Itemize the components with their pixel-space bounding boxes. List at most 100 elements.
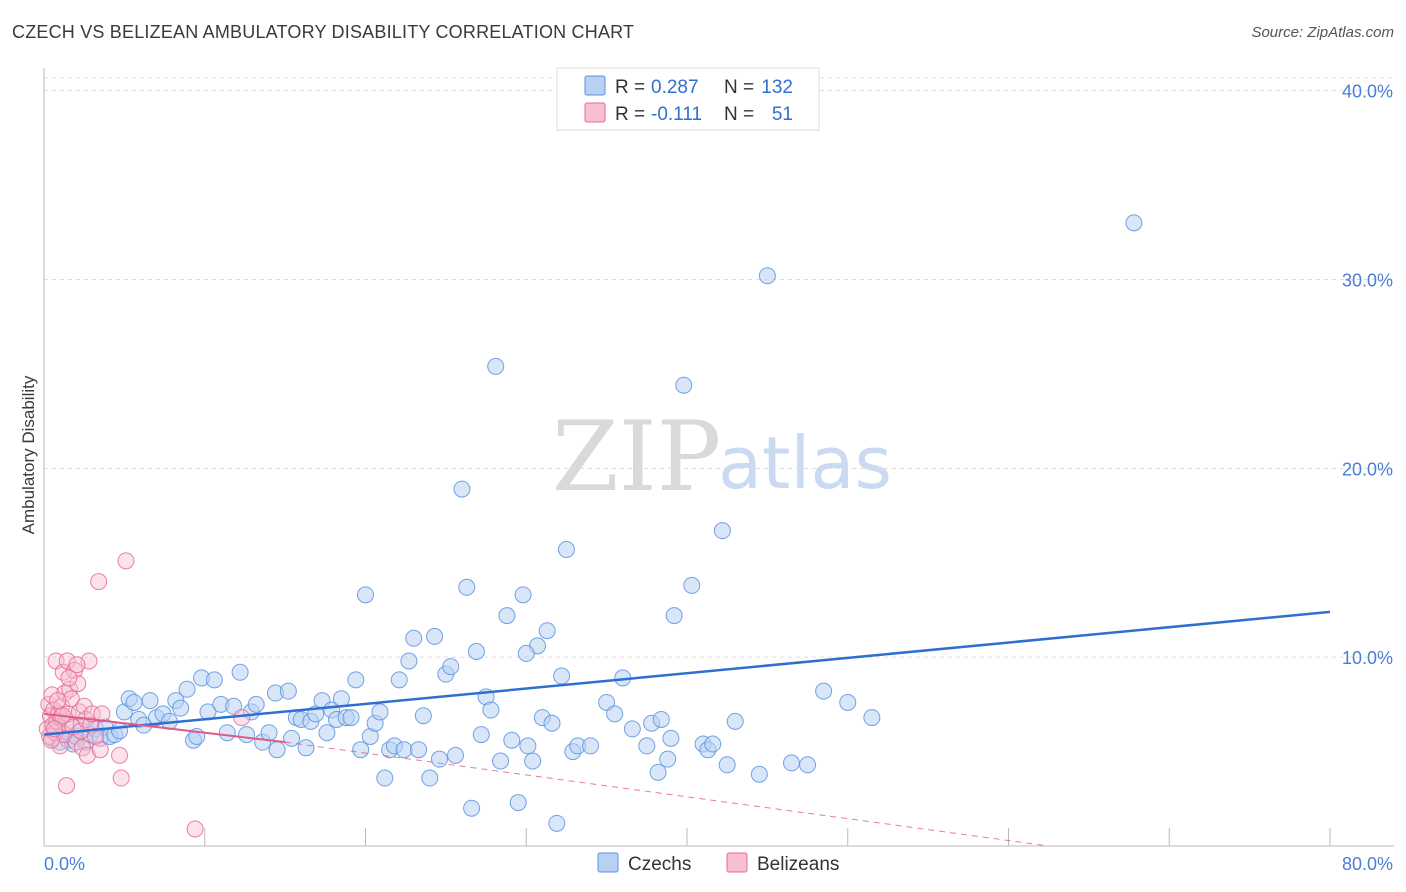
czech-point xyxy=(519,737,537,755)
czech-point xyxy=(553,667,571,685)
belizeans-trend-extension xyxy=(285,741,1049,847)
czech-point xyxy=(247,695,265,713)
czech-point xyxy=(524,752,542,770)
czech-point xyxy=(498,607,516,625)
czech-point xyxy=(839,693,857,711)
czech-point xyxy=(514,586,532,604)
czech-point xyxy=(376,769,394,787)
y-tick-label: 30.0% xyxy=(1342,270,1393,290)
czech-point xyxy=(683,576,701,594)
czech-point xyxy=(395,741,413,759)
czech-point xyxy=(205,671,223,689)
czech-point xyxy=(606,705,624,723)
czech-point xyxy=(718,756,736,774)
x-tick-label-min: 0.0% xyxy=(44,854,85,874)
belizean-point xyxy=(68,656,86,674)
czech-point xyxy=(318,724,336,742)
czech-point xyxy=(503,731,521,749)
czech-point xyxy=(453,480,471,498)
czech-point xyxy=(332,690,350,708)
czech-point xyxy=(815,682,833,700)
czech-point xyxy=(548,814,566,832)
czech-point xyxy=(638,737,656,755)
czech-point xyxy=(414,707,432,725)
legend-belizeans-swatch xyxy=(584,102,606,123)
belizean-point xyxy=(58,652,76,670)
czech-point xyxy=(390,671,408,689)
czech-point xyxy=(426,627,444,645)
belizeans-trend-line xyxy=(43,712,286,744)
czech-point xyxy=(238,726,256,744)
watermark-zip: ZIP xyxy=(552,401,721,513)
y-axis-label: Ambulatory Disability xyxy=(19,375,38,534)
czech-point xyxy=(538,622,556,640)
czech-point xyxy=(430,750,448,768)
czech-point xyxy=(659,750,677,768)
legend-czechs-swatch xyxy=(584,75,606,96)
legend-czechs-r-value: 0.287 xyxy=(651,77,699,98)
czech-point xyxy=(405,629,423,647)
belizean-point xyxy=(91,741,109,759)
czech-point xyxy=(371,703,389,721)
czech-point xyxy=(400,652,418,670)
czech-point xyxy=(172,699,190,717)
czech-point xyxy=(421,769,439,787)
belizean-point xyxy=(51,737,69,755)
legend-belizeans-n-label: N = xyxy=(724,104,754,125)
bottom-legend-czechs-swatch xyxy=(597,852,619,873)
czech-point xyxy=(472,726,490,744)
legend-belizeans-r-label: R = xyxy=(615,104,645,125)
czech-point xyxy=(704,735,722,753)
legend-belizeans-n-value: 51 xyxy=(772,104,793,125)
chart-title: CZECH VS BELIZEAN AMBULATORY DISABILITY … xyxy=(12,22,635,42)
czech-point xyxy=(713,522,731,540)
belizean-point xyxy=(111,746,129,764)
czech-point xyxy=(352,741,370,759)
legend-box: R = 0.287 N = 132 R = -0.111 N = 51 xyxy=(556,67,820,131)
czech-point xyxy=(268,741,286,759)
belizean-point xyxy=(42,731,60,749)
czech-point xyxy=(342,709,360,727)
czech-point xyxy=(509,794,527,812)
belizean-point xyxy=(233,709,251,727)
czech-point xyxy=(487,357,505,375)
czech-point xyxy=(799,756,817,774)
belizean-point xyxy=(78,746,96,764)
czech-point xyxy=(662,729,680,747)
czech-point xyxy=(482,701,500,719)
czech-point xyxy=(231,663,249,681)
trend-lines xyxy=(43,610,1331,847)
belizean-point xyxy=(186,820,204,838)
czech-point xyxy=(517,644,535,662)
czech-point xyxy=(543,714,561,732)
czech-point xyxy=(260,724,278,742)
czech-point xyxy=(279,682,297,700)
czech-point xyxy=(557,541,575,559)
belizean-point xyxy=(93,705,111,723)
czech-point xyxy=(623,720,641,738)
czech-point xyxy=(675,376,693,394)
legend-czechs-r-label: R = xyxy=(615,77,645,98)
czechs-trend-line xyxy=(43,610,1331,736)
czech-point xyxy=(111,722,129,740)
czech-point xyxy=(492,752,510,770)
gridlines xyxy=(44,77,1394,658)
czech-point xyxy=(726,712,744,730)
legend-czechs-n-label: N = xyxy=(724,77,754,98)
czech-point xyxy=(347,671,365,689)
belizean-point xyxy=(117,552,135,570)
czech-point xyxy=(665,607,683,625)
y-tick-label: 20.0% xyxy=(1342,459,1393,479)
belizean-point xyxy=(62,690,80,708)
x-tick-label-max: 80.0% xyxy=(1342,854,1393,874)
czech-point xyxy=(863,709,881,727)
belizean-point xyxy=(60,669,78,687)
x-ticks xyxy=(204,828,1331,846)
czech-point xyxy=(218,724,236,742)
czech-point xyxy=(750,765,768,783)
belizean-point xyxy=(112,769,130,787)
belizean-point xyxy=(58,777,76,795)
belizean-point xyxy=(90,573,108,591)
bottom-legend-belizeans-swatch xyxy=(726,852,748,873)
